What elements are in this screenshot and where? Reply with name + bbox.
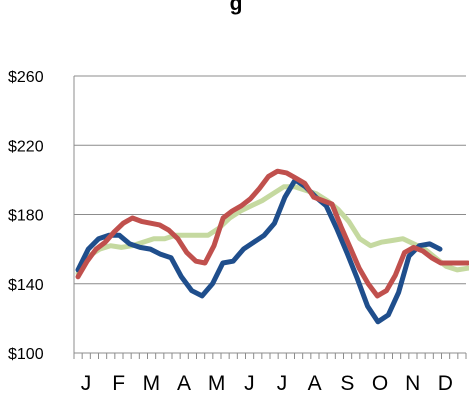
y-tick-label: $260	[8, 69, 44, 86]
x-tick-label: M	[143, 372, 161, 395]
x-tick-label: J	[244, 372, 255, 395]
x-tick-label: N	[405, 372, 420, 395]
axes	[73, 76, 467, 359]
chart-title: g	[230, 0, 243, 15]
x-tick-label: S	[340, 372, 354, 395]
series-line-1	[75, 184, 469, 276]
x-tick-label: J	[277, 372, 288, 395]
x-tick-label: M	[208, 372, 226, 395]
x-tick-label: F	[112, 372, 125, 395]
x-tick-label: A	[308, 372, 322, 395]
series-line-2	[75, 177, 443, 325]
series-group	[75, 168, 469, 325]
y-tick-label: $140	[8, 277, 44, 294]
x-tick-label: D	[438, 372, 453, 395]
y-axis-ticks: $260 $220 $180 $140 $100	[8, 69, 44, 363]
x-tick-label: J	[81, 372, 92, 395]
y-tick-label: $180	[8, 208, 44, 225]
x-tick-label: A	[177, 372, 191, 395]
y-tick-label: $220	[8, 138, 44, 155]
series-line-3	[75, 168, 469, 299]
x-tick-label: O	[372, 372, 388, 395]
y-tick-label: $100	[8, 346, 44, 363]
